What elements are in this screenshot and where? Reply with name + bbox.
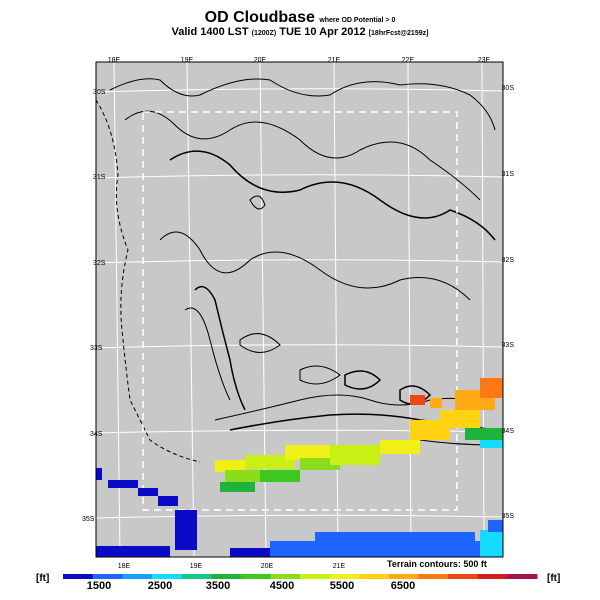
valid-prefix: Valid 1400 LST [171,26,249,38]
lat-label-right: 31S [502,171,515,178]
lat-label-right: 32S [502,257,515,264]
color-bar [63,574,538,579]
lat-label-right: 34S [502,428,515,435]
cloudbase-shading [96,378,503,557]
lon-label-top: 20E [254,57,267,64]
title-suffix: where OD Potential > 0 [319,17,396,24]
color-bar-segment [329,574,360,579]
lat-label-right: 33S [502,342,515,349]
color-bar-segment [122,574,153,579]
lat-lon-grid [95,61,504,558]
color-bar-tick-label: 4500 [270,580,294,592]
forecast-info: [18hrFcst@2159z] [368,30,429,37]
color-bar-tick-label: 5500 [330,580,354,592]
color-bar-segment [240,574,271,579]
valid-code: (1200Z) [251,30,277,37]
lat-label-left: 31S [93,174,106,181]
lon-label-top: 22E [402,57,415,64]
lon-label-bottom: 20E [261,563,274,570]
color-bar-segment [270,574,301,579]
color-bar-tick-label: 1500 [87,580,111,592]
color-bar-segment [211,574,242,579]
lat-label-left: 30S [93,89,106,96]
inner-domain-box [142,111,458,511]
color-bar-segment [507,574,538,579]
title-text: OD Cloudbase [204,9,315,26]
unit-right: [ft] [547,573,561,584]
valid-date: TUE 10 Apr 2012 [279,26,366,38]
lon-label-bottom: 18E [118,563,131,570]
lon-label-top: 19E [181,57,194,64]
color-bar-segment [448,574,479,579]
lat-label-right: 35S [502,513,515,520]
lat-label-left: 32S [93,260,106,267]
color-bar-tick-labels: 1500 2500 3500 4500 5500 6500 [87,580,415,592]
map-background [96,62,503,557]
color-bar-segment [151,574,183,579]
color-bar-segment [181,574,212,579]
map-title: OD Cloudbase where OD Potential > 0 [0,9,600,27]
lat-label-left: 35S [82,516,95,523]
lon-label-top: 21E [328,57,341,64]
lon-label-top: 18E [108,57,121,64]
terrain-contours [109,78,496,446]
valid-time: Valid 1400 LST (1200Z) TUE 10 Apr 2012 [… [0,26,600,38]
lon-label-bottom: 19E [190,563,203,570]
lat-label-right: 30S [502,85,515,92]
color-bar-tick-label: 3500 [206,580,230,592]
unit-left: [ft] [36,573,50,584]
color-bar-tick-label: 2500 [148,580,172,592]
lon-label-bottom: 21E [333,563,346,570]
color-bar-tick-label: 6500 [391,580,415,592]
map-frame [95,61,504,558]
terrain-note: Terrain contours: 500 ft [387,559,487,569]
color-bar-segment [63,574,94,579]
color-bar-segment [418,574,449,579]
color-bar-segment [300,574,331,579]
color-bar-segment [359,574,390,579]
lon-label-top: 23E [478,57,491,64]
color-bar-segment [477,574,508,579]
color-bar-segment [388,574,420,579]
coastline [95,99,201,463]
color-bar-segment [92,574,123,579]
